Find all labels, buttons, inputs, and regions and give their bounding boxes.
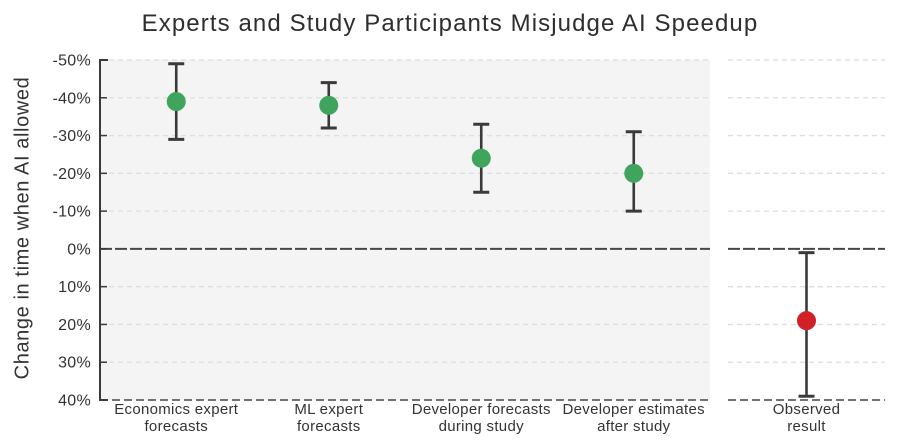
plot-panel-bg xyxy=(100,60,710,400)
y-tick-label: 40% xyxy=(58,393,91,410)
y-tick-label: -30% xyxy=(52,128,91,145)
data-point xyxy=(797,311,816,331)
y-tick-label: -20% xyxy=(52,166,91,183)
data-point xyxy=(624,163,644,183)
category-label: ML expert forecasts xyxy=(294,401,363,435)
data-point xyxy=(471,148,491,168)
category-label: Developer estimates after study xyxy=(563,401,705,435)
chart-title: Experts and Study Participants Misjudge … xyxy=(141,10,759,37)
y-tick-label: 20% xyxy=(58,317,91,334)
data-point xyxy=(319,95,339,115)
y-tick-label: -50% xyxy=(52,53,91,70)
y-tick-label: -10% xyxy=(52,204,91,221)
category-label: Developer forecasts during study xyxy=(412,401,551,435)
y-tick-label: 30% xyxy=(58,355,91,372)
y-tick-label: 10% xyxy=(58,279,91,296)
category-label: Economics expert forecasts xyxy=(114,401,239,435)
y-tick-label: 0% xyxy=(67,241,91,258)
data-point xyxy=(166,92,186,112)
category-label: Observed result xyxy=(773,401,840,435)
y-tick-label: -40% xyxy=(52,90,91,107)
